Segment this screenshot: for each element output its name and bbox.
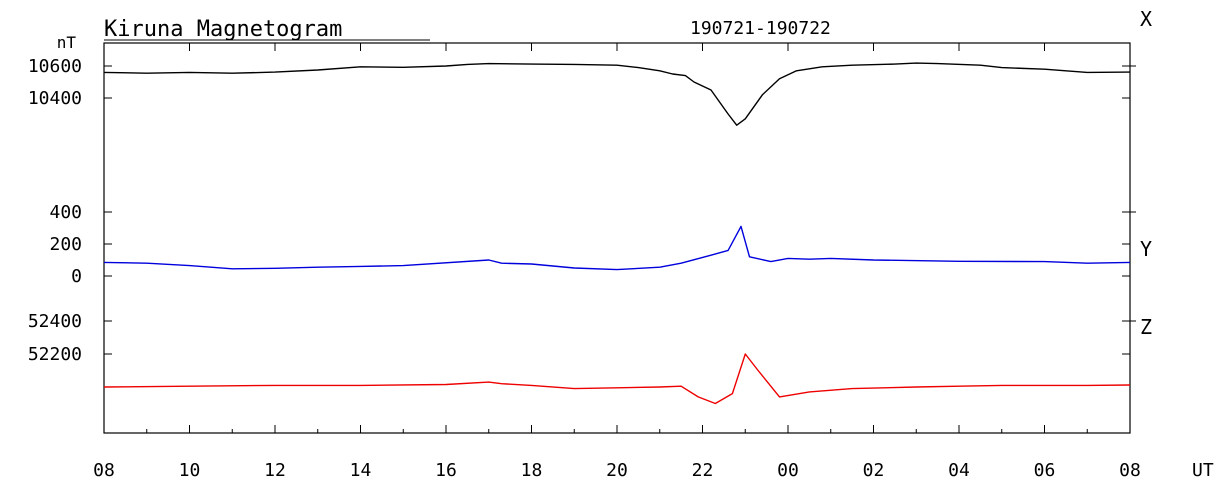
y-tick-label: 200	[49, 234, 82, 255]
y-tick-label: 52200	[28, 344, 82, 365]
x-tick-label: 06	[1034, 460, 1056, 481]
series-lines	[103, 62, 1131, 405]
x-tick-label: 22	[692, 460, 714, 481]
y-tick-label: 52400	[28, 311, 82, 332]
x-tick-label: 02	[863, 460, 885, 481]
series-label: Z	[1140, 315, 1152, 339]
x-tick-label: 16	[435, 460, 457, 481]
x-tick-label: 12	[264, 460, 286, 481]
x-tick-label: 08	[1119, 460, 1141, 481]
plot-frame	[103, 42, 1131, 434]
y-tick-label: 10600	[28, 56, 82, 77]
unit-label: nT	[57, 33, 77, 52]
y-tick-label: 10400	[28, 88, 82, 109]
x-axis: 08 10 12 14 16 18 20 22 00 02 04 06 08	[93, 43, 1141, 481]
x-tick-label: 18	[521, 460, 543, 481]
x-tick-label: 20	[606, 460, 628, 481]
date-range: 190721-190722	[690, 18, 831, 39]
x-unit-label: UT	[1192, 460, 1214, 481]
series-line-x	[103, 62, 1131, 126]
y-axes: 10600 10400 X 400 200 0 Y 52400 52200 Z	[28, 7, 1152, 365]
y-tick-label: 0	[71, 266, 82, 287]
series-line-y	[103, 225, 1131, 271]
y-tick-label: 400	[49, 202, 82, 223]
x-tick-label: 08	[93, 460, 115, 481]
x-tick-label: 04	[948, 460, 970, 481]
x-tick-label: 00	[777, 460, 799, 481]
series-label: X	[1140, 7, 1152, 31]
chart-title: Kiruna Magnetogram	[104, 17, 342, 42]
x-tick-label: 10	[179, 460, 201, 481]
series-label: Y	[1140, 237, 1152, 261]
x-tick-label: 14	[350, 460, 372, 481]
series-line-z	[103, 353, 1131, 405]
